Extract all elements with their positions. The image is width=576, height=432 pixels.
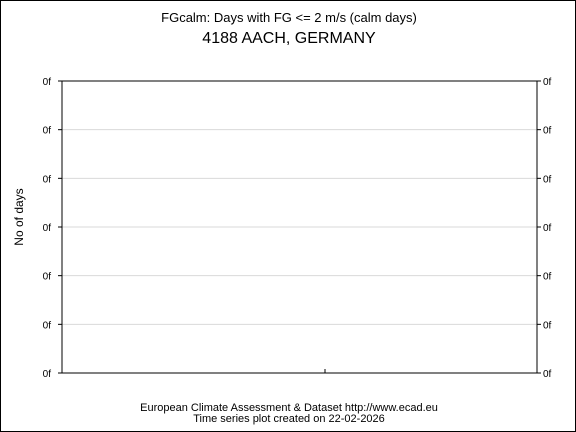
y-tick-label-left: 0f (43, 126, 52, 137)
y-tick-label-left: 0f (43, 174, 52, 185)
y-axis-label: No of days (12, 188, 26, 245)
y-tick-label-left: 0f (43, 272, 52, 283)
y-tick-label-left: 0f (43, 320, 52, 331)
y-axis-right-ticks: 0f 0f 0f 0f 0f 0f 0f (537, 77, 552, 380)
y-tick-label-right: 0f (543, 126, 552, 137)
y-tick-label-left: 0f (43, 77, 52, 88)
y-tick-label-right: 0f (543, 320, 552, 331)
footer-created: Time series plot created on 22-02-2026 (193, 413, 385, 425)
y-tick-label-right: 0f (543, 223, 552, 234)
footer-source: European Climate Assessment & Dataset ht… (140, 402, 438, 414)
y-axis-left-ticks: 0f 0f 0f 0f 0f 0f 0f (43, 77, 62, 380)
y-tick-label-right: 0f (543, 174, 552, 185)
chart-title: FGcalm: Days with FG <= 2 m/s (calm days… (161, 10, 417, 25)
y-tick-label-right: 0f (543, 77, 552, 88)
y-tick-label-right: 0f (543, 369, 552, 380)
y-tick-label-right: 0f (543, 272, 552, 283)
y-tick-label-left: 0f (43, 369, 52, 380)
chart-subtitle: 4188 AACH, GERMANY (202, 30, 376, 47)
grid-lines (62, 129, 537, 325)
y-tick-label-left: 0f (43, 223, 52, 234)
